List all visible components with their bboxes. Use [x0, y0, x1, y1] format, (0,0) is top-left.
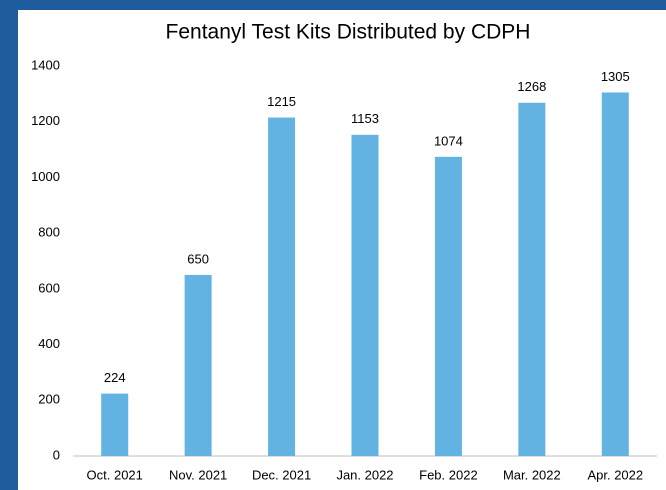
- x-tick-label: Feb. 2022: [419, 467, 478, 482]
- x-tick-label: Dec. 2021: [252, 467, 311, 482]
- y-tick-label: 800: [38, 225, 60, 240]
- bar: [268, 117, 296, 457]
- x-tick-label: Jan. 2022: [336, 467, 393, 482]
- y-tick-label: 1200: [31, 113, 60, 128]
- y-tick-label: 0: [53, 447, 60, 462]
- data-label: 1153: [351, 111, 379, 126]
- y-tick-label: 1400: [31, 57, 60, 72]
- data-label: 1215: [267, 94, 296, 109]
- bar: [101, 393, 129, 456]
- data-label: 1268: [517, 79, 546, 94]
- y-tick-label: 1000: [31, 169, 60, 184]
- bar: [518, 102, 546, 457]
- bar: [434, 156, 462, 457]
- bar: [184, 274, 212, 456]
- x-tick-label: Nov. 2021: [169, 467, 227, 482]
- bar: [601, 92, 629, 456]
- data-label: 1074: [434, 133, 463, 148]
- y-tick-label: 400: [38, 336, 60, 351]
- bar: [351, 134, 379, 457]
- x-tick-label: Mar. 2022: [503, 467, 561, 482]
- chart-title: Fentanyl Test Kits Distributed by CDPH: [166, 21, 531, 44]
- y-tick-label: 600: [38, 280, 60, 295]
- y-tick-label: 200: [38, 392, 60, 407]
- data-label: 650: [187, 251, 209, 266]
- x-tick-label: Oct. 2021: [87, 467, 143, 482]
- data-label: 1305: [601, 69, 630, 84]
- data-label: 224: [104, 370, 126, 385]
- x-tick-label: Apr. 2022: [587, 467, 643, 482]
